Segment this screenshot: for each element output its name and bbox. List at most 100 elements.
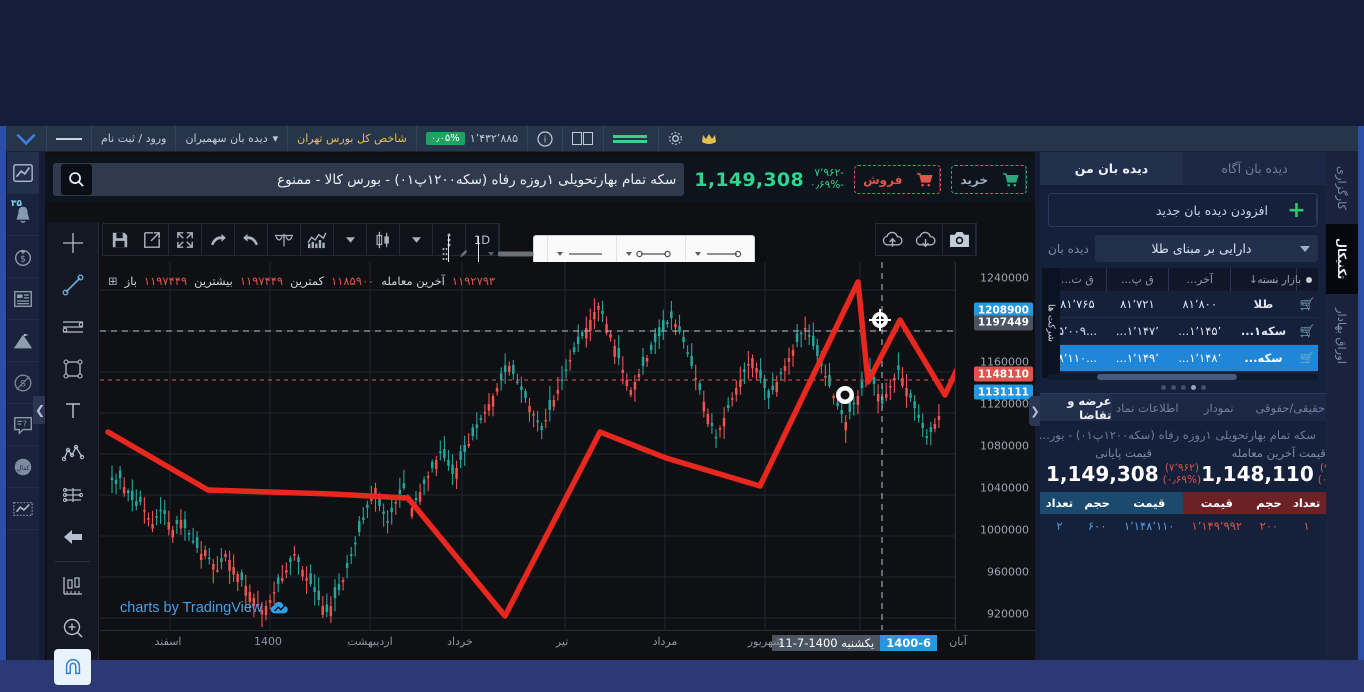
price-axis[interactable]: 920000 960000 1000000 1040000 1080000 1120000… [955, 262, 1035, 630]
tab-legal-real[interactable]: حقیقی/حقوقی [1254, 394, 1326, 421]
undo-button[interactable] [235, 224, 268, 255]
nav-item-settings[interactable] [658, 126, 692, 151]
save-button[interactable] [103, 224, 136, 255]
horizontal-lines-tool[interactable] [47, 306, 98, 348]
sidebar-item-goals[interactable] [7, 320, 39, 362]
tab-my-watchlist[interactable]: دیده بان من [1040, 152, 1183, 185]
pager-dot[interactable] [1180, 385, 1186, 390]
tab-chart[interactable]: نمودار [1183, 394, 1255, 421]
watchlist-pager[interactable] [1040, 380, 1326, 393]
open-external-button[interactable] [136, 224, 169, 255]
chart-toolbar[interactable]: 1D [102, 223, 500, 256]
crosshair-tool[interactable] [47, 222, 98, 264]
sidebar-item-news[interactable] [7, 278, 39, 320]
watchlist-select-row[interactable]: دیده بان دارایی بر مبنای طلا [1048, 235, 1318, 262]
interval-button[interactable]: 1D [466, 224, 499, 255]
tradingview-attribution[interactable]: charts by TradingView [120, 600, 291, 616]
row-cart-icon[interactable]: 🛒 [1296, 291, 1318, 318]
sidebar-item-alerts[interactable]: ۳۵ [7, 194, 39, 236]
plus-icon[interactable]: + [1277, 197, 1317, 223]
snapshot-camera-button[interactable] [943, 224, 976, 255]
tab-order-book[interactable]: عرضه و تقاضا [1040, 394, 1112, 422]
tab-brokerage[interactable]: کارگزاری [1326, 152, 1358, 224]
quote-tabs[interactable]: عرضه و تقاضا اطلاعات نماد نمودار حقیقی/ح… [1040, 393, 1326, 422]
measure-tool[interactable] [47, 565, 98, 607]
nav-item-watchlist-select[interactable]: ▾ دیده بان سهمیران [175, 126, 287, 151]
chart-canvas[interactable] [100, 262, 955, 630]
col-close[interactable]: ق پ... [1105, 268, 1169, 291]
magnet-tool[interactable] [54, 649, 91, 685]
nav-item-info[interactable]: i [527, 126, 562, 151]
candle-style-caret[interactable] [334, 224, 367, 255]
sidebar-item-no-interest[interactable]: S [7, 362, 39, 404]
trend-line-tool[interactable] [47, 264, 98, 306]
drawing-tools-rail[interactable] [47, 222, 99, 685]
nav-item-layout[interactable] [562, 126, 603, 151]
table-row[interactable]: 🛒 سکه۱... ۱٬۱۴۵٬... ۱٬۱۴۷٬... ...۵٬۰۰۹ [1048, 317, 1318, 345]
indicators-button[interactable] [301, 224, 334, 255]
top-navigation-bar[interactable]: ورود / ثبت نام ▾ دیده بان سهمیران شاخص ک… [6, 126, 1358, 152]
popup-drag-handle[interactable] [442, 236, 448, 272]
row-cart-icon[interactable]: 🛒 [1296, 344, 1318, 372]
right-vertical-tabs[interactable]: کارگزاری تکنیکال اوراق بهادار [1326, 152, 1358, 660]
search-icon[interactable] [61, 164, 92, 195]
symbol-search-box[interactable]: سکه تمام بهارتحویلی ۱روزه رفاه (سکه۱۲۰۰پ… [53, 163, 685, 196]
tab-technical[interactable]: تکنیکال [1326, 224, 1358, 294]
col-tick[interactable]: ق ت... [1048, 268, 1107, 291]
pager-dot[interactable] [1200, 385, 1206, 390]
rectangle-tool[interactable] [47, 348, 98, 390]
search-input[interactable]: سکه تمام بهارتحویلی ۱روزه رفاه (سکه۱۲۰۰پ… [277, 171, 677, 188]
pager-dot[interactable] [1170, 385, 1176, 390]
candle-style-button[interactable] [367, 224, 400, 255]
table-row[interactable]: 🛒 طلا ۸۱٬۸۰۰ ۸۱٬۷۲۱ ۸۱٬۷۶۵ [1048, 291, 1318, 318]
pager-dot[interactable] [1160, 385, 1166, 390]
line-arrow-dropdown[interactable] [685, 236, 754, 272]
watchlist-hscroll-thumb[interactable] [1096, 374, 1237, 380]
table-row[interactable]: 🛒 سکه... ۱٬۱۴۸٬... ۱٬۱۴۹٬... ...۸٬۱۱۰ [1048, 344, 1318, 372]
line-thickness-dropdown[interactable] [478, 236, 547, 272]
watchlist-tabs[interactable]: دیده بان من دیده بان آگاه [1040, 152, 1326, 185]
sidebar-item-codal[interactable]: کدال [7, 446, 39, 488]
arrow-left-tool[interactable] [47, 516, 98, 558]
sidebar-item-chart[interactable] [7, 152, 39, 194]
watchlist-side-label[interactable]: شرکت ها [1042, 268, 1060, 378]
row-cart-icon[interactable]: 🛒 [1296, 317, 1318, 345]
nav-item-symbol-strip[interactable] [603, 126, 658, 151]
line-style-dropdown[interactable] [547, 236, 616, 272]
tab-securities[interactable]: اوراق بهادار [1326, 294, 1358, 378]
cloud-upload-button[interactable] [876, 224, 909, 255]
compare-button[interactable] [268, 224, 301, 255]
rail-expand-handle[interactable]: ❯ [33, 396, 47, 424]
forecast-tool[interactable] [47, 474, 98, 516]
order-book-table[interactable]: تعداد حجم قیمت قیمت حجم تعداد ۱ ۲۰۰ ۱٬۱۴… [1040, 492, 1326, 538]
col-symbol[interactable]: نـ... ↓ [1230, 268, 1296, 291]
redo-button[interactable] [202, 224, 235, 255]
interval-dropdown-caret[interactable] [400, 224, 433, 255]
zoom-in-tool[interactable] [47, 607, 98, 649]
time-axis[interactable]: یکشنبه 1400-7-11 1400-6 اسفند 1400 اردیبهش… [100, 630, 1035, 654]
sidebar-item-help[interactable]: ? [7, 404, 39, 446]
chart-right-collapse-handle[interactable]: ❮ [1029, 396, 1041, 426]
sidebar-item-portfolio[interactable]: $ [7, 236, 39, 278]
buy-button[interactable]: خرید [951, 165, 1027, 194]
pager-dot[interactable] [1190, 385, 1196, 390]
nav-item-index-name[interactable]: شاخص کل بورس تهران [287, 126, 416, 151]
ohlc-expand-icon[interactable]: ⊞ [108, 274, 118, 288]
nav-item-login[interactable]: ورود / ثبت نام [91, 126, 175, 151]
watchlist-hscrollbar[interactable] [1048, 374, 1318, 380]
watchlist-select[interactable]: دارایی بر مبنای طلا [1094, 235, 1318, 262]
tab-aware-watchlist[interactable]: دیده بان آگاه [1183, 152, 1326, 185]
cloud-download-button[interactable] [909, 224, 943, 255]
sidebar-item-mini-chart[interactable] [7, 488, 39, 530]
nav-item-brand-mark[interactable] [692, 126, 726, 151]
text-tool[interactable] [47, 390, 98, 432]
col-last[interactable]: آخر... [1168, 268, 1231, 291]
chart-toolbar-right[interactable] [875, 223, 977, 256]
order-book-row[interactable]: ۱ ۲۰۰ ۱٬۱۴۹٬۹۹۲ ۱٬۱۴۸٬۱۱۰ ۶۰۰ ۲ [1040, 514, 1326, 538]
tab-symbol-info[interactable]: اطلاعات نماد [1111, 394, 1183, 421]
sell-button[interactable]: فروش [854, 165, 942, 194]
elliott-wave-tool[interactable] [47, 432, 98, 474]
app-logo[interactable] [6, 126, 46, 151]
line-endpoints-dropdown[interactable] [616, 236, 685, 272]
add-watchlist-button[interactable]: افزودن دیده بان جدید + [1048, 193, 1318, 227]
